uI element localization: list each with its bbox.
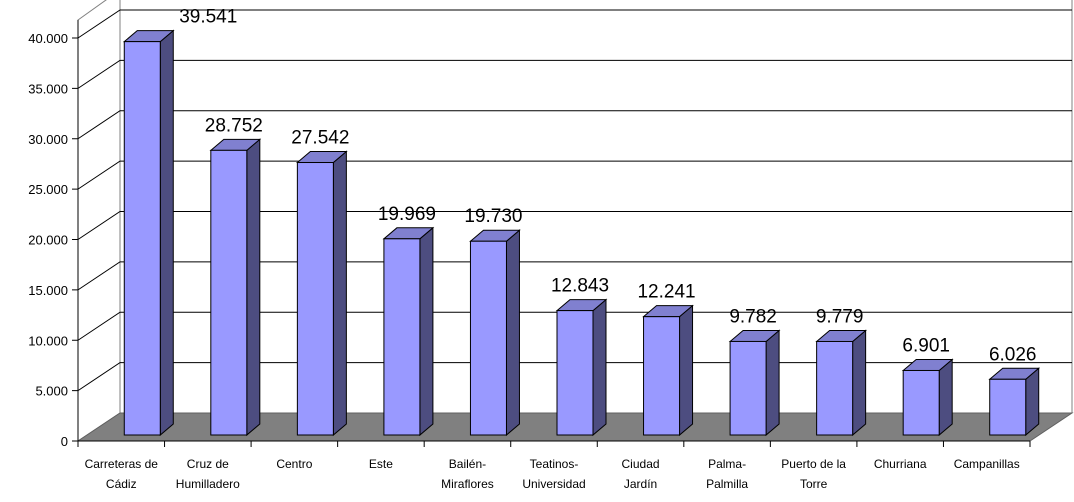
bar (988, 367, 1041, 437)
x-tick-label: Jardín (624, 477, 657, 491)
gridline (77, 59, 1072, 89)
x-tick-label: Humilladero (176, 477, 240, 491)
bar (642, 304, 694, 437)
y-axis-ticks: 0 5.000 10.000 15.000 20.000 25.000 30.000 35.0… (28, 20, 79, 449)
y-tick-label: 35.000 (28, 81, 68, 96)
bar-front (469, 240, 507, 436)
x-tick-label: Carreteras de (85, 457, 159, 471)
bar-front (556, 310, 594, 436)
x-tick-label: Bailén- (449, 457, 486, 471)
y-tick-label: 0 (61, 434, 68, 449)
x-tick-label: Campanillas (954, 457, 1020, 471)
gridline (77, 311, 1072, 341)
bar (295, 150, 348, 437)
x-tick-label: Palmilla (706, 477, 748, 491)
gridline (77, 261, 1072, 291)
y-tick-label: 10.000 (28, 333, 68, 348)
data-label: 28.752 (205, 115, 263, 136)
x-tick-label: Este (369, 457, 393, 471)
x-tick-label: Torre (800, 477, 828, 491)
bar-front (989, 378, 1027, 436)
bar-side (938, 358, 953, 437)
bar-side (505, 229, 520, 437)
x-tick-label: Cádiz (106, 477, 137, 491)
bar-front (383, 238, 421, 436)
bar-front (729, 340, 767, 436)
x-tick-label: Miraflores (441, 477, 494, 491)
y-tick-label: 5.000 (35, 384, 68, 399)
bar-side (1025, 367, 1040, 437)
x-tick-label: Cruz de (187, 457, 229, 471)
x-tick-label: Centro (276, 457, 312, 471)
bar-side (852, 329, 867, 437)
bar-side (246, 138, 261, 437)
bar-side (419, 226, 434, 437)
bar (901, 358, 954, 437)
y-tick-label: 20.000 (28, 233, 68, 248)
data-label: 6.026 (989, 344, 1037, 365)
gridline (77, 9, 1072, 39)
data-label: 12.843 (551, 276, 609, 297)
y-tick-label: 15.000 (28, 283, 68, 298)
bar (815, 329, 868, 437)
x-tick-label: Teatinos- (530, 457, 579, 471)
bar-front (123, 41, 161, 436)
data-label: 39.541 (179, 7, 237, 28)
y-tick-label: 30.000 (28, 132, 68, 147)
gridline (77, 211, 1072, 240)
x-tick-label: Ciudad (622, 457, 660, 471)
bar-front (210, 149, 248, 436)
bar-front (902, 369, 940, 436)
bars (122, 29, 1041, 437)
x-tick-label: Puerto de la (781, 457, 846, 471)
data-label: 6.901 (902, 335, 950, 356)
y-tick-label: 40.000 (28, 31, 68, 46)
bar-side (332, 150, 347, 437)
data-label: 9.779 (816, 306, 864, 327)
x-tick-label: Churriana (874, 457, 927, 471)
bar-front (643, 316, 681, 436)
bar-side (159, 29, 174, 437)
data-label: 27.542 (291, 128, 349, 149)
bar (122, 29, 175, 437)
data-label: 12.241 (637, 282, 695, 303)
gridline (77, 160, 1072, 190)
bar (555, 298, 608, 437)
bar-front (296, 162, 334, 436)
data-label: 19.969 (378, 204, 436, 225)
x-axis-ticks: Carreteras de Cádiz Cruz de Humilladero Cent… (77, 440, 1031, 491)
bar (209, 138, 262, 437)
x-tick-label: Palma- (708, 457, 746, 471)
bar-side (679, 304, 694, 437)
bar (469, 229, 521, 437)
y-tick-label: 25.000 (28, 182, 68, 197)
bar-side (592, 298, 607, 437)
bar (728, 329, 781, 437)
side-wall (77, 0, 121, 442)
data-label: 9.782 (729, 306, 777, 327)
bar-side (765, 329, 780, 437)
data-labels: 39.541 28.752 27.542 19.969 19.730 12.843 12.2… (179, 7, 1036, 366)
x-tick-label: Universidad (522, 477, 585, 491)
gridline (77, 110, 1072, 140)
bar (382, 226, 435, 437)
data-label: 19.730 (464, 206, 522, 227)
bar-front (816, 340, 854, 436)
